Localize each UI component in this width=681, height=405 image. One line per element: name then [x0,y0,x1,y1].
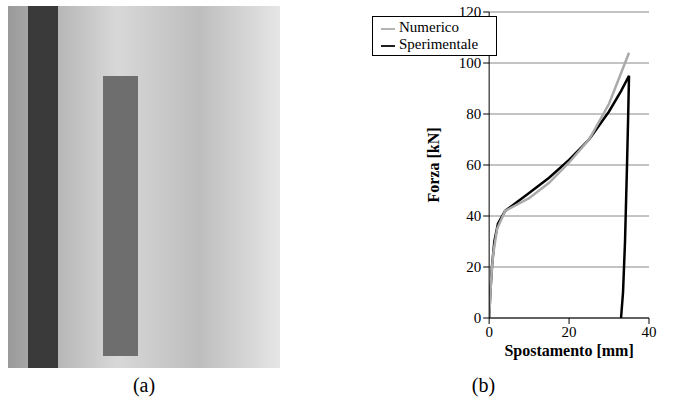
svg-text:0: 0 [474,310,482,326]
svg-text:120: 120 [459,4,482,20]
svg-text:60: 60 [466,157,481,173]
svg-text:40: 40 [642,324,657,340]
html-text:Numerico: Numerico [399,19,459,35]
svg-text:40: 40 [466,208,481,224]
svg-text:100: 100 [459,55,482,71]
svg-text:20: 20 [466,259,481,275]
svg-text:Spostamento [mm]: Spostamento [mm] [504,342,633,360]
svg-text:Forza [kN]: Forza [kN] [425,127,442,202]
html-text:(a): (a) [132,374,156,396]
svg-text:0: 0 [485,324,493,340]
svg-text:20: 20 [562,324,577,340]
html-text:(b): (b) [471,374,496,396]
svg-text:80: 80 [466,106,481,122]
html-text:Sperimentale: Sperimentale [399,36,479,52]
